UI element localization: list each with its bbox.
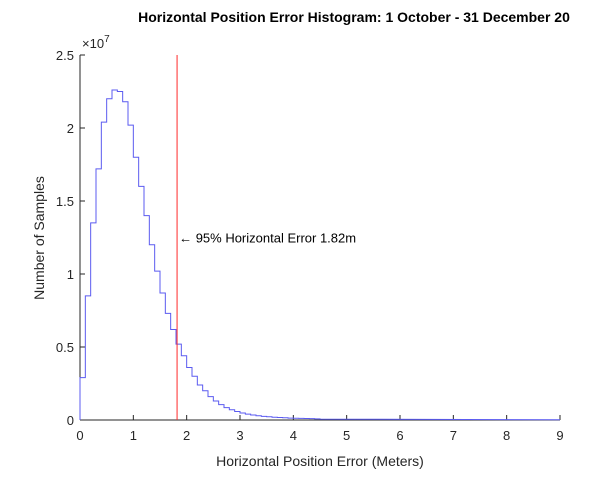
- left-arrow-icon: ←: [179, 231, 196, 246]
- x-tick-label: 9: [556, 428, 563, 443]
- x-tick-label: 8: [503, 428, 510, 443]
- x-tick-label: 1: [130, 428, 137, 443]
- y-tick-label: 1.5: [56, 194, 74, 209]
- x-tick-label: 6: [396, 428, 403, 443]
- histogram-series: [79, 89, 561, 421]
- x-tick-label: 5: [343, 428, 350, 443]
- y-exponent: ×107: [82, 34, 110, 51]
- x-tick-label: 3: [236, 428, 243, 443]
- x-tick-label: 4: [290, 428, 297, 443]
- y-tick-label: 0: [67, 413, 74, 428]
- chart-title: Horizontal Position Error Histogram: 1 O…: [138, 9, 570, 25]
- x-axis-label: Horizontal Position Error (Meters): [216, 453, 424, 469]
- x-tick-label: 0: [76, 428, 83, 443]
- x-tick-label: 2: [183, 428, 190, 443]
- x-ticks: 0 1 2 3 4 5 6 7 8 9: [76, 415, 564, 443]
- y-axis-label: Number of Samples: [31, 176, 47, 300]
- y-tick-label: 2: [67, 121, 74, 136]
- y-tick-label: 1: [67, 267, 74, 282]
- threshold-annotation: ← 95% Horizontal Error 1.82m: [179, 231, 356, 246]
- y-tick-label: 0.5: [56, 340, 74, 355]
- x-tick-label: 7: [450, 428, 457, 443]
- y-tick-label: 2.5: [56, 48, 74, 63]
- y-ticks: 0 0.5 1 1.5 2 2.5: [56, 48, 85, 428]
